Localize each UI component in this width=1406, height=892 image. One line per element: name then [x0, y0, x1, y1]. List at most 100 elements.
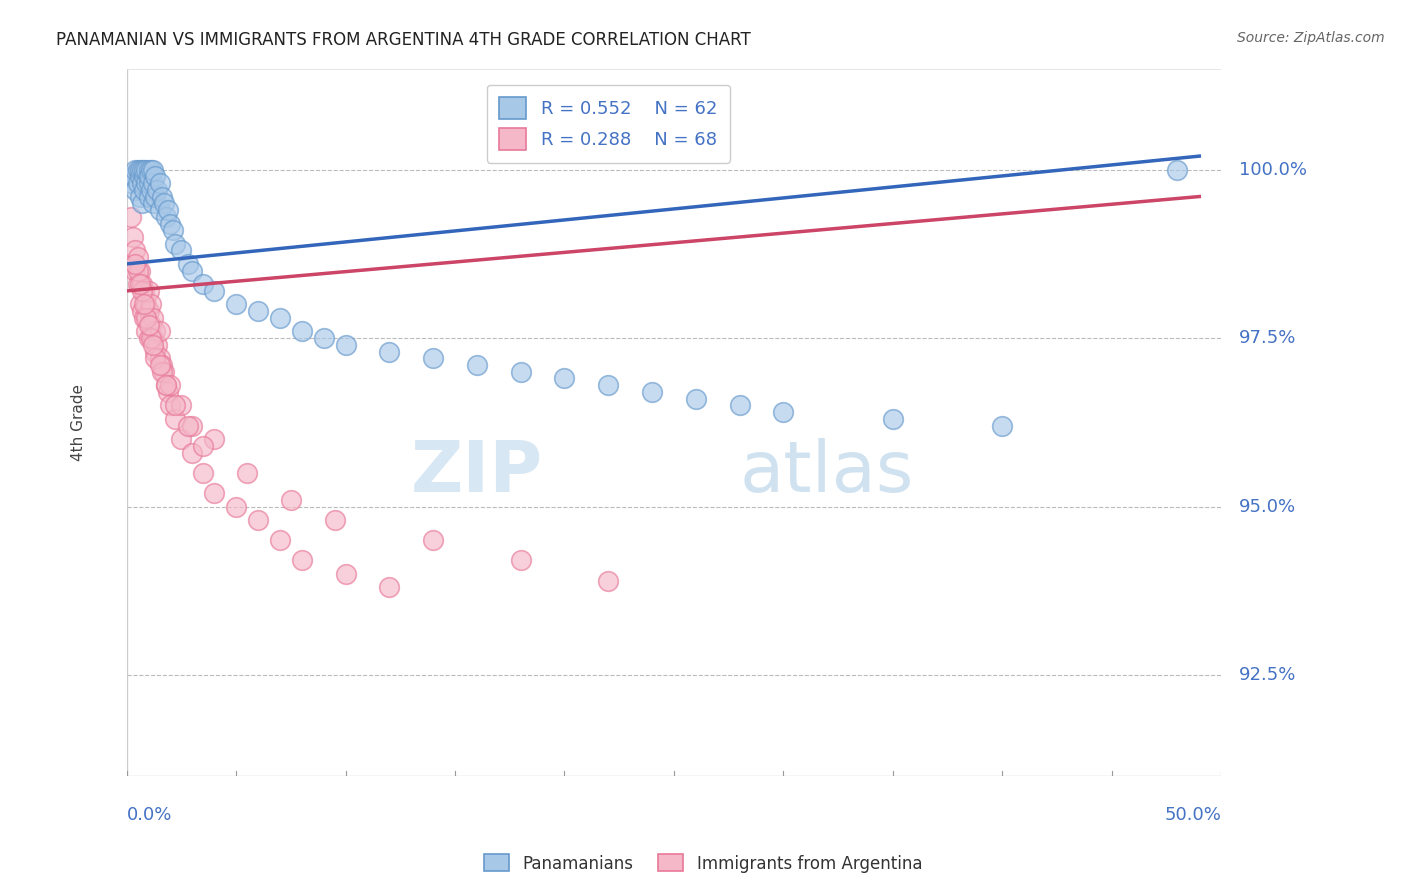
Point — [291, 553, 314, 567]
Point — [134, 169, 156, 184]
Point — [138, 304, 160, 318]
Point — [181, 418, 204, 433]
Point — [157, 202, 180, 217]
Point — [128, 189, 150, 203]
Point — [1166, 162, 1188, 177]
Point — [131, 196, 153, 211]
Point — [202, 432, 225, 446]
Text: 100.0%: 100.0% — [1239, 161, 1306, 178]
Point — [641, 384, 664, 399]
Point — [128, 169, 150, 184]
Point — [138, 162, 160, 177]
Point — [138, 169, 160, 184]
Point — [124, 183, 146, 197]
Point — [155, 210, 177, 224]
Point — [135, 162, 157, 177]
Point — [124, 162, 146, 177]
Point — [127, 250, 149, 264]
Point — [143, 351, 166, 366]
Text: 95.0%: 95.0% — [1239, 498, 1296, 516]
Point — [124, 244, 146, 258]
Point — [155, 378, 177, 392]
Point — [150, 358, 173, 372]
Point — [553, 371, 575, 385]
Point — [127, 162, 149, 177]
Text: PANAMANIAN VS IMMIGRANTS FROM ARGENTINA 4TH GRADE CORRELATION CHART: PANAMANIAN VS IMMIGRANTS FROM ARGENTINA … — [56, 31, 751, 49]
Point — [193, 277, 215, 292]
Point — [247, 304, 270, 318]
Point — [153, 365, 176, 379]
Text: atlas: atlas — [740, 438, 914, 508]
Point — [131, 176, 153, 190]
Point — [236, 466, 259, 480]
Point — [131, 284, 153, 298]
Point — [177, 418, 200, 433]
Point — [124, 263, 146, 277]
Point — [134, 310, 156, 325]
Point — [127, 176, 149, 190]
Point — [139, 318, 162, 332]
Point — [170, 432, 193, 446]
Point — [163, 236, 186, 251]
Point — [142, 331, 165, 345]
Point — [148, 202, 170, 217]
Point — [139, 297, 162, 311]
Point — [135, 310, 157, 325]
Point — [124, 257, 146, 271]
Point — [153, 196, 176, 211]
Point — [159, 399, 181, 413]
Point — [128, 162, 150, 177]
Point — [138, 318, 160, 332]
Point — [128, 263, 150, 277]
Point — [138, 189, 160, 203]
Point — [143, 344, 166, 359]
Point — [135, 176, 157, 190]
Point — [335, 566, 357, 581]
Point — [127, 263, 149, 277]
Point — [465, 358, 488, 372]
Point — [131, 304, 153, 318]
Point — [127, 277, 149, 292]
Point — [193, 466, 215, 480]
Point — [378, 344, 401, 359]
Text: ZIP: ZIP — [411, 438, 543, 508]
Point — [122, 230, 145, 244]
Point — [142, 176, 165, 190]
Point — [598, 378, 620, 392]
Point — [291, 324, 314, 338]
Point — [148, 358, 170, 372]
Point — [163, 412, 186, 426]
Point — [150, 189, 173, 203]
Point — [120, 176, 142, 190]
Point — [280, 492, 302, 507]
Text: Source: ZipAtlas.com: Source: ZipAtlas.com — [1237, 31, 1385, 45]
Point — [120, 210, 142, 224]
Point — [139, 183, 162, 197]
Point — [134, 183, 156, 197]
Point — [225, 500, 247, 514]
Point — [170, 244, 193, 258]
Point — [378, 580, 401, 594]
Point — [312, 331, 335, 345]
Point — [181, 263, 204, 277]
Point — [139, 331, 162, 345]
Point — [170, 399, 193, 413]
Point — [134, 284, 156, 298]
Point — [882, 412, 904, 426]
Point — [143, 189, 166, 203]
Legend: R = 0.552    N = 62, R = 0.288    N = 68: R = 0.552 N = 62, R = 0.288 N = 68 — [486, 85, 730, 163]
Text: 92.5%: 92.5% — [1239, 666, 1296, 684]
Point — [142, 338, 165, 352]
Point — [128, 297, 150, 311]
Point — [247, 513, 270, 527]
Point — [202, 486, 225, 500]
Point — [422, 533, 444, 548]
Point — [143, 324, 166, 338]
Point — [159, 217, 181, 231]
Point — [991, 418, 1014, 433]
Point — [269, 310, 291, 325]
Point — [148, 176, 170, 190]
Point — [181, 445, 204, 459]
Point — [157, 384, 180, 399]
Point — [142, 162, 165, 177]
